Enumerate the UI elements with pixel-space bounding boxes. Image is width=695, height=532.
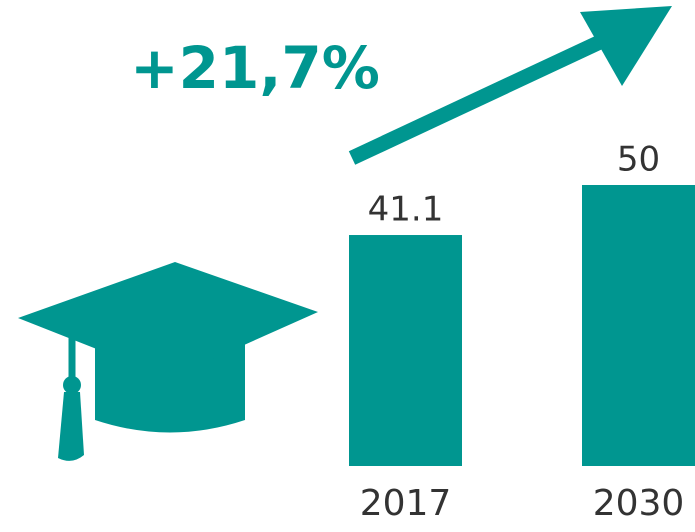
x-tick-label: 2030	[593, 483, 685, 524]
trend-arrow	[348, 6, 672, 165]
value-label: 50	[617, 140, 660, 180]
tassel	[58, 392, 84, 461]
arrow-shaft	[348, 35, 604, 165]
bar	[582, 185, 695, 466]
bar	[349, 235, 462, 466]
growth-annotation: +21,7%	[130, 34, 380, 102]
x-tick-label: 2017	[360, 483, 452, 524]
value-label: 41.1	[368, 190, 444, 230]
arrow-head	[580, 6, 672, 86]
cap-board	[18, 262, 318, 378]
tassel-knob	[63, 376, 81, 394]
graduation-cap	[18, 262, 318, 461]
